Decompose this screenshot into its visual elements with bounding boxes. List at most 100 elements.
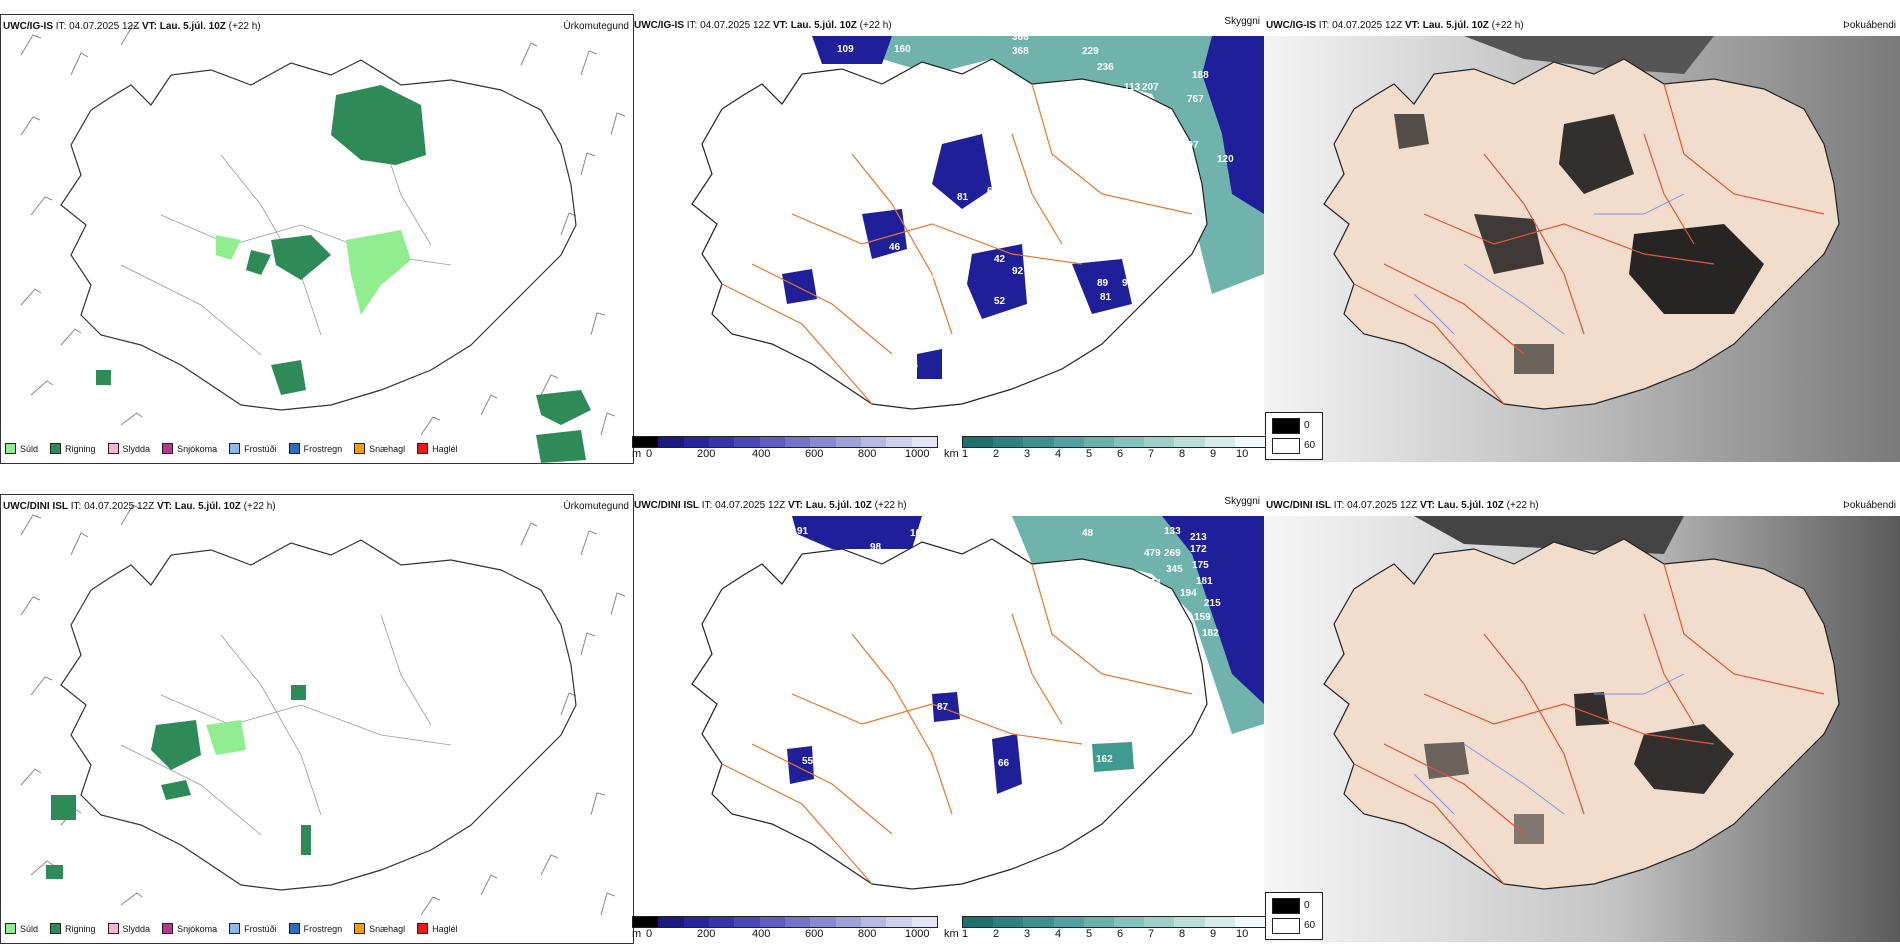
- roads: [721, 83, 1193, 405]
- height-tick: 1000: [905, 928, 930, 940]
- svg-text:159: 159: [1194, 612, 1211, 623]
- vis-tick: 8: [1179, 448, 1186, 460]
- rivers: [1413, 193, 1685, 335]
- fog-patches: [1424, 692, 1734, 844]
- svg-text:163: 163: [910, 528, 927, 539]
- svg-text:213: 213: [1190, 532, 1207, 543]
- legend-item: Slydda: [107, 923, 150, 934]
- vis-tick: 7: [1148, 928, 1155, 940]
- precip-title: Úrkomutegund: [563, 21, 629, 32]
- svg-text:133: 133: [1164, 526, 1181, 537]
- vis-tick: 8: [1179, 928, 1186, 940]
- height-tick: 0: [646, 928, 653, 940]
- height-colorbar: [632, 916, 938, 928]
- fog-map: [1264, 36, 1900, 462]
- roads: [721, 563, 1193, 885]
- svg-text:107: 107: [1182, 140, 1199, 151]
- legend-item: Súld: [5, 443, 38, 454]
- svg-text:345: 345: [1166, 564, 1183, 575]
- visibility-map: 109 160 366 368 229 236 207 188 767 159 …: [691, 32, 1264, 410]
- svg-text:109: 109: [837, 44, 854, 55]
- iceland-coast: [60, 59, 577, 411]
- fog-patches: [1394, 114, 1764, 374]
- vis-tick: 9: [1210, 448, 1217, 460]
- visibility-title: Skyggni: [1224, 496, 1260, 507]
- legend-swatch: [354, 443, 366, 454]
- legend-swatch: [288, 443, 300, 454]
- wind-barbs: [20, 504, 626, 916]
- height-tick: 800: [858, 928, 877, 940]
- fog-legend-label: 0: [1304, 420, 1310, 431]
- legend-swatch: [417, 923, 429, 934]
- vis-tick: 10: [1236, 928, 1249, 940]
- svg-text:229: 229: [1082, 46, 1099, 57]
- height-tick: 1000: [905, 448, 930, 460]
- svg-text:368: 368: [1012, 46, 1029, 57]
- visibility-panel: UWC/DINI ISL IT: 04.07.2025 12Z VT: Lau.…: [632, 494, 1264, 942]
- legend-swatch: [288, 923, 300, 934]
- legend-swatch: [107, 923, 119, 934]
- fog-swatch-60: [1272, 438, 1300, 454]
- legend-item: Frostúði: [229, 443, 277, 454]
- svg-text:52: 52: [994, 296, 1006, 307]
- legend-item: Frostregn: [288, 923, 342, 934]
- panel-title: UWC/DINI ISL IT: 04.07.2025 12Z VT: Lau.…: [634, 500, 907, 511]
- svg-text:91: 91: [797, 526, 809, 537]
- roads: [1353, 83, 1825, 405]
- svg-text:46: 46: [889, 242, 901, 253]
- height-tick: 0: [646, 448, 653, 460]
- svg-text:98: 98: [870, 542, 882, 553]
- iceland-land: [1323, 58, 1840, 410]
- vis-unit: km: [944, 448, 959, 460]
- vis-tick: 5: [1086, 448, 1093, 460]
- svg-text:64: 64: [907, 360, 919, 371]
- legend-item: Frostregn: [288, 443, 342, 454]
- svg-text:162: 162: [1096, 754, 1113, 765]
- vis-tick: 4: [1055, 928, 1062, 940]
- svg-text:87: 87: [937, 702, 949, 713]
- vis-sea-blue: [1162, 516, 1264, 704]
- svg-text:182: 182: [1202, 628, 1219, 639]
- fog-panel: UWC/DINI ISL IT: 04.07.2025 12Z VT: Lau.…: [1264, 494, 1900, 942]
- height-colorbar: [632, 436, 938, 448]
- legend-item: Súld: [5, 923, 38, 934]
- svg-text:479: 479: [1144, 548, 1161, 559]
- height-tick: 200: [697, 448, 716, 460]
- low-vis-areas: [787, 692, 1134, 794]
- svg-text:207: 207: [1142, 82, 1159, 93]
- svg-text:102: 102: [977, 200, 994, 211]
- low-vis-areas: [782, 134, 1132, 379]
- svg-text:181: 181: [1196, 576, 1213, 587]
- svg-text:89: 89: [1097, 278, 1109, 289]
- svg-text:67: 67: [1062, 774, 1074, 785]
- legend-swatch: [354, 923, 366, 934]
- vis-unit: km: [944, 928, 959, 940]
- vis-tick: 10: [1236, 448, 1249, 460]
- fog-dark-sea: [1464, 36, 1714, 74]
- vis-tick: 2: [993, 928, 1000, 940]
- svg-text:92: 92: [1012, 266, 1024, 277]
- svg-text:188: 188: [1192, 70, 1209, 81]
- legend-item: Snæhagl: [354, 443, 405, 454]
- visibility-panel: UWC/IG-IS IT: 04.07.2025 12Z VT: Lau. 5.…: [632, 14, 1264, 462]
- height-tick: 600: [805, 928, 824, 940]
- legend-item: Rigning: [50, 443, 96, 454]
- panel-title: UWC/DINI ISL IT: 04.07.2025 12Z VT: Lau.…: [1266, 500, 1539, 511]
- legend-swatch: [50, 443, 62, 454]
- visibility-map: 91 98 163 162 48 133 213 479 269 172 345…: [691, 516, 1264, 890]
- height-unit: m: [632, 448, 642, 460]
- vis-tick: 6: [1117, 448, 1124, 460]
- fog-swatch-0: [1272, 418, 1300, 434]
- visibility-title: Skyggni: [1224, 16, 1260, 27]
- precip-map: [20, 504, 626, 916]
- svg-text:120: 120: [1217, 154, 1234, 165]
- svg-text:269: 269: [1164, 548, 1181, 559]
- legend-item: Snjókoma: [162, 923, 217, 934]
- roads: [1353, 563, 1825, 885]
- svg-text:128: 128: [1032, 280, 1049, 291]
- height-tick: 400: [752, 928, 771, 940]
- svg-text:66: 66: [998, 758, 1010, 769]
- height-unit: m: [632, 928, 642, 940]
- vis-sea-blue: [792, 516, 922, 549]
- svg-text:120: 120: [1062, 296, 1079, 307]
